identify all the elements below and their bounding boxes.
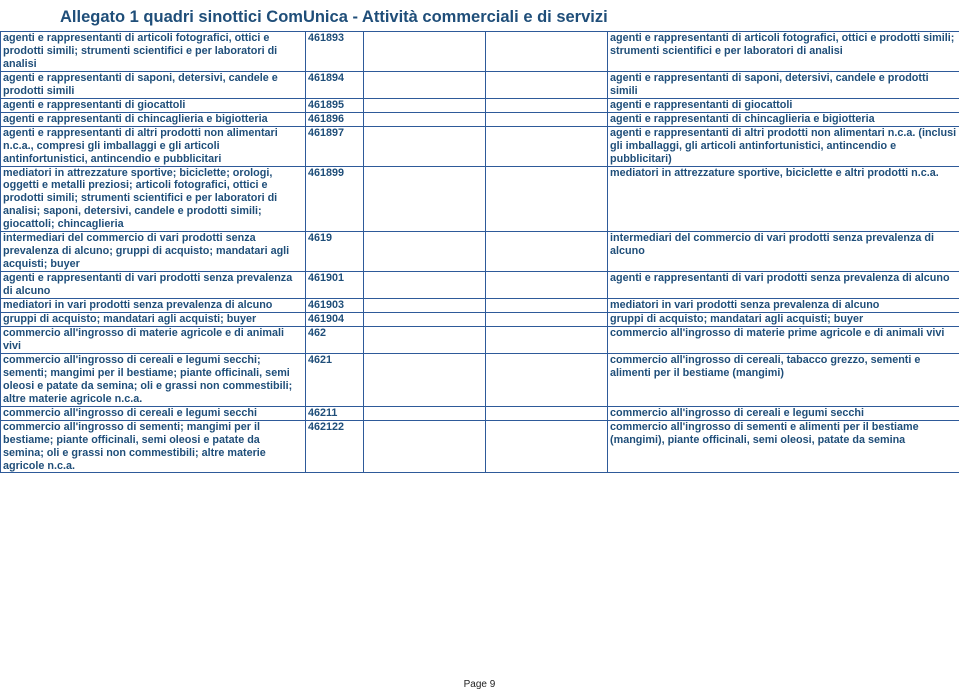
- table-cell: mediatori in attrezzature sportive; bici…: [1, 166, 306, 232]
- table-row: commercio all'ingrosso di sementi; mangi…: [1, 420, 959, 473]
- table-cell: agenti e rappresentanti di giocattoli: [1, 98, 306, 112]
- table-cell: 461895: [306, 98, 364, 112]
- table-cell: [364, 353, 486, 406]
- table-cell: [364, 32, 486, 72]
- table-cell: 461899: [306, 166, 364, 232]
- table-cell: agenti e rappresentanti di articoli foto…: [608, 32, 959, 72]
- table-cell: commercio all'ingrosso di cereali e legu…: [1, 406, 306, 420]
- data-table: agenti e rappresentanti di articoli foto…: [0, 31, 959, 473]
- table-cell: agenti e rappresentanti di articoli foto…: [1, 32, 306, 72]
- table-row: intermediari del commercio di vari prodo…: [1, 232, 959, 272]
- table-cell: [486, 71, 608, 98]
- table-cell: agenti e rappresentanti di chincaglieria…: [608, 112, 959, 126]
- table-row: commercio all'ingrosso di materie agrico…: [1, 326, 959, 353]
- table-cell: 461901: [306, 272, 364, 299]
- table-row: agenti e rappresentanti di vari prodotti…: [1, 272, 959, 299]
- table-cell: 461894: [306, 71, 364, 98]
- table-cell: [486, 166, 608, 232]
- table-cell: agenti e rappresentanti di saponi, deter…: [1, 71, 306, 98]
- table-row: commercio all'ingrosso di cereali e legu…: [1, 353, 959, 406]
- table-cell: [486, 353, 608, 406]
- table-cell: 461893: [306, 32, 364, 72]
- table-cell: [364, 98, 486, 112]
- table-cell: 461904: [306, 313, 364, 327]
- table-cell: agenti e rappresentanti di vari prodotti…: [608, 272, 959, 299]
- table-cell: agenti e rappresentanti di chincaglieria…: [1, 112, 306, 126]
- table-cell: intermediari del commercio di vari prodo…: [1, 232, 306, 272]
- table-cell: mediatori in attrezzature sportive, bici…: [608, 166, 959, 232]
- table-cell: intermediari del commercio di vari prodo…: [608, 232, 959, 272]
- table-row: mediatori in vari prodotti senza prevale…: [1, 299, 959, 313]
- table-cell: 4621: [306, 353, 364, 406]
- table-cell: [364, 326, 486, 353]
- table-cell: [364, 272, 486, 299]
- table-cell: [364, 126, 486, 166]
- table-cell: agenti e rappresentanti di altri prodott…: [608, 126, 959, 166]
- table-cell: commercio all'ingrosso di materie agrico…: [1, 326, 306, 353]
- table-cell: agenti e rappresentanti di giocattoli: [608, 98, 959, 112]
- table-cell: 462: [306, 326, 364, 353]
- table-cell: gruppi di acquisto; mandatari agli acqui…: [1, 313, 306, 327]
- table-cell: [486, 32, 608, 72]
- table-row: agenti e rappresentanti di chincaglieria…: [1, 112, 959, 126]
- table-cell: [486, 98, 608, 112]
- table-cell: [486, 420, 608, 473]
- table-cell: [486, 232, 608, 272]
- page-title: Allegato 1 quadri sinottici ComUnica - A…: [0, 0, 959, 31]
- table-cell: commercio all'ingrosso di sementi; mangi…: [1, 420, 306, 473]
- table-cell: 461903: [306, 299, 364, 313]
- table-cell: [364, 166, 486, 232]
- table-cell: [486, 272, 608, 299]
- table-cell: 462122: [306, 420, 364, 473]
- table-cell: mediatori in vari prodotti senza prevale…: [608, 299, 959, 313]
- table-cell: commercio all'ingrosso di cereali, tabac…: [608, 353, 959, 406]
- table-cell: agenti e rappresentanti di saponi, deter…: [608, 71, 959, 98]
- table-cell: 461896: [306, 112, 364, 126]
- table-row: agenti e rappresentanti di altri prodott…: [1, 126, 959, 166]
- table-cell: [364, 112, 486, 126]
- table-row: agenti e rappresentanti di giocattoli461…: [1, 98, 959, 112]
- table-cell: [486, 326, 608, 353]
- table-row: commercio all'ingrosso di cereali e legu…: [1, 406, 959, 420]
- table-cell: mediatori in vari prodotti senza prevale…: [1, 299, 306, 313]
- table-cell: [486, 126, 608, 166]
- table-cell: [486, 299, 608, 313]
- table-cell: [364, 313, 486, 327]
- table-row: agenti e rappresentanti di articoli foto…: [1, 32, 959, 72]
- table-cell: agenti e rappresentanti di altri prodott…: [1, 126, 306, 166]
- table-row: agenti e rappresentanti di saponi, deter…: [1, 71, 959, 98]
- table-cell: [364, 71, 486, 98]
- table-cell: 46211: [306, 406, 364, 420]
- table-cell: [486, 406, 608, 420]
- table-cell: [364, 420, 486, 473]
- table-cell: [486, 313, 608, 327]
- table-cell: [364, 406, 486, 420]
- table-cell: [364, 232, 486, 272]
- table-cell: 4619: [306, 232, 364, 272]
- table-cell: commercio all'ingrosso di cereali e legu…: [608, 406, 959, 420]
- table-cell: 461897: [306, 126, 364, 166]
- table-row: mediatori in attrezzature sportive; bici…: [1, 166, 959, 232]
- table-cell: [364, 299, 486, 313]
- table-cell: commercio all'ingrosso di sementi e alim…: [608, 420, 959, 473]
- table-cell: agenti e rappresentanti di vari prodotti…: [1, 272, 306, 299]
- table-cell: commercio all'ingrosso di cereali e legu…: [1, 353, 306, 406]
- table-cell: gruppi di acquisto; mandatari agli acqui…: [608, 313, 959, 327]
- table-cell: [486, 112, 608, 126]
- page-footer: Page 9: [0, 679, 959, 690]
- table-row: gruppi di acquisto; mandatari agli acqui…: [1, 313, 959, 327]
- table-cell: commercio all'ingrosso di materie prime …: [608, 326, 959, 353]
